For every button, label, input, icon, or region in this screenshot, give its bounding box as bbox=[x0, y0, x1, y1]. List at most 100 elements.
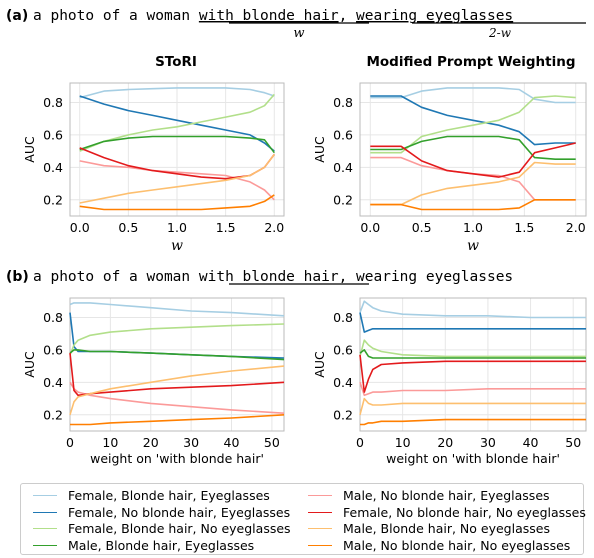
x-tick-label: 1.0 bbox=[463, 220, 483, 235]
series-line-7 bbox=[359, 397, 586, 416]
series-line-3 bbox=[359, 339, 586, 358]
y-tick-label: 0.4 bbox=[333, 375, 353, 390]
legend-item: Male, No blonde hair, Eyeglasses bbox=[308, 488, 550, 503]
x-tick-label: 0.0 bbox=[360, 220, 380, 235]
series-line-2 bbox=[359, 312, 586, 333]
series-line-4 bbox=[79, 135, 275, 154]
x-tick-label: 30 bbox=[183, 435, 199, 450]
panel-a-weight-2: 2-w bbox=[488, 26, 512, 40]
y-axis-label: AUC bbox=[312, 351, 327, 378]
legend-label: Male, No blonde hair, No eyeglasses bbox=[343, 537, 571, 553]
legend-swatch bbox=[308, 495, 332, 496]
x-tick-label: 1.5 bbox=[216, 220, 236, 235]
chart-1-title: SToRI bbox=[155, 54, 197, 70]
x-tick-label: 40 bbox=[523, 435, 539, 450]
figure-canvas: (a) a photo of a woman with blonde hair,… bbox=[6, 8, 587, 466]
panel-a-prompt: a photo of a woman with blonde hair, wea… bbox=[33, 8, 513, 24]
chart-2-title: Modified Prompt Weighting bbox=[366, 54, 575, 70]
plot-frame bbox=[359, 82, 587, 217]
plot-frame bbox=[69, 82, 285, 217]
chart-1: 0.2 0.4 0.6 0.8 0.0 0.5 1.0 1.5 2.0 AUC w bbox=[22, 82, 285, 254]
chart-4: 0.2 0.4 0.6 0.8 0 10 20 30 40 50 AUC weight on 'wit… bbox=[312, 297, 587, 466]
legend-label: Female, No blonde hair, No eyeglasses bbox=[343, 504, 586, 520]
series-line-7 bbox=[370, 161, 576, 206]
y-tick-label: 0.8 bbox=[43, 95, 63, 110]
x-tick-label: 30 bbox=[480, 435, 496, 450]
y-tick-label: 0.8 bbox=[333, 310, 353, 325]
y-axis-label: AUC bbox=[22, 351, 37, 378]
x-axis-label: weight on 'with blonde hair' bbox=[386, 451, 560, 466]
legend-label: Male, No blonde hair, Eyeglasses bbox=[343, 488, 550, 503]
y-tick-label: 0.8 bbox=[43, 310, 63, 325]
series-line-7 bbox=[69, 365, 285, 416]
series-line-6 bbox=[370, 142, 576, 178]
x-tick-label: 1.5 bbox=[514, 220, 534, 235]
legend: Female, Blonde hair, Eyeglasses Female, N… bbox=[20, 483, 586, 555]
y-tick-label: 0.2 bbox=[43, 192, 63, 207]
legend-item: Female, Blonde hair, No eyeglasses bbox=[33, 521, 291, 536]
series-line-8 bbox=[70, 414, 285, 426]
panel-b-label: (b) bbox=[6, 269, 29, 285]
panel-a-label: (a) bbox=[6, 8, 28, 24]
legend-label: Male, Blonde hair, No eyeglasses bbox=[343, 521, 550, 536]
x-tick-label: 0 bbox=[66, 435, 74, 450]
x-tick-label: 10 bbox=[395, 435, 411, 450]
legend-item: Male, No blonde hair, No eyeglasses bbox=[308, 538, 570, 553]
x-tick-label: 20 bbox=[437, 435, 453, 450]
series-line-8 bbox=[79, 194, 275, 211]
y-tick-label: 0.6 bbox=[43, 127, 63, 142]
panel-a-phrase-2: wearing eyeglasses bbox=[356, 8, 513, 24]
legend-label: Female, Blonde hair, No eyeglasses bbox=[68, 521, 291, 536]
x-tick-label: 40 bbox=[224, 435, 240, 450]
legend-swatch bbox=[33, 528, 57, 529]
chart-2: 0.2 0.4 0.6 0.8 0.0 0.5 1.0 1.5 2.0 AUC w bbox=[312, 82, 587, 254]
series-line-4 bbox=[370, 135, 576, 160]
legend-item: Male, Blonde hair, No eyeglasses bbox=[308, 521, 550, 536]
panel-a-prompt-prefix: a photo of a woman bbox=[33, 8, 199, 24]
y-axis-label: AUC bbox=[312, 136, 327, 163]
legend-label: Female, No blonde hair, Eyeglasses bbox=[68, 504, 291, 520]
x-tick-label: 0.0 bbox=[70, 220, 90, 235]
series-line-1 bbox=[359, 300, 586, 319]
legend-swatch bbox=[33, 511, 57, 513]
y-tick-label: 0.6 bbox=[43, 342, 63, 357]
series-line-6 bbox=[359, 354, 586, 393]
y-tick-label: 0.4 bbox=[333, 160, 353, 175]
series-line-1 bbox=[370, 87, 576, 104]
series-line-1 bbox=[79, 87, 275, 99]
series-line-4 bbox=[69, 349, 285, 361]
legend-label: Male, Blonde hair, Eyeglasses bbox=[68, 537, 255, 553]
legend-swatch bbox=[33, 495, 57, 496]
series-line-7 bbox=[79, 153, 275, 204]
x-axis-label: weight on 'with blonde hair' bbox=[90, 451, 264, 466]
x-tick-label: 1.0 bbox=[167, 220, 187, 235]
panel-a-comma: , bbox=[339, 8, 348, 24]
panel-a-weight-1: w bbox=[293, 26, 304, 41]
series-line-4 bbox=[359, 349, 586, 359]
y-tick-label: 0.2 bbox=[333, 192, 353, 207]
y-tick-label: 0.6 bbox=[333, 127, 353, 142]
legend-swatch bbox=[308, 544, 332, 546]
legend-swatch bbox=[308, 511, 332, 513]
series-line-3 bbox=[79, 93, 275, 152]
x-tick-label: 50 bbox=[264, 435, 280, 450]
x-tick-label: 0.5 bbox=[118, 220, 138, 235]
x-tick-label: 2.0 bbox=[566, 220, 586, 235]
panel-b-prompt-prefix: a photo of a woman bbox=[33, 269, 199, 285]
plot-frame bbox=[69, 297, 285, 432]
x-tick-label: 2.0 bbox=[264, 220, 284, 235]
legend-item: Female, No blonde hair, Eyeglasses bbox=[33, 505, 290, 520]
x-tick-label: 20 bbox=[143, 435, 159, 450]
x-axis-label: w bbox=[467, 238, 479, 254]
x-tick-label: 0 bbox=[356, 435, 364, 450]
series-line-5 bbox=[79, 160, 275, 201]
legend-item: Female, Blonde hair, Eyeglasses bbox=[33, 488, 270, 503]
x-tick-label: 10 bbox=[102, 435, 118, 450]
series-line-3 bbox=[69, 323, 285, 356]
legend-swatch bbox=[308, 528, 332, 529]
chart-3: 0.2 0.4 0.6 0.8 0 10 20 30 40 50 AUC weight on 'wit… bbox=[22, 297, 285, 466]
series-line-8 bbox=[370, 199, 576, 211]
series-line-5 bbox=[359, 382, 586, 397]
panel-b-prompt: a photo of a woman with blonde hair, wea… bbox=[33, 269, 513, 285]
panel-b-phrase-1: with blonde hair bbox=[199, 269, 339, 285]
